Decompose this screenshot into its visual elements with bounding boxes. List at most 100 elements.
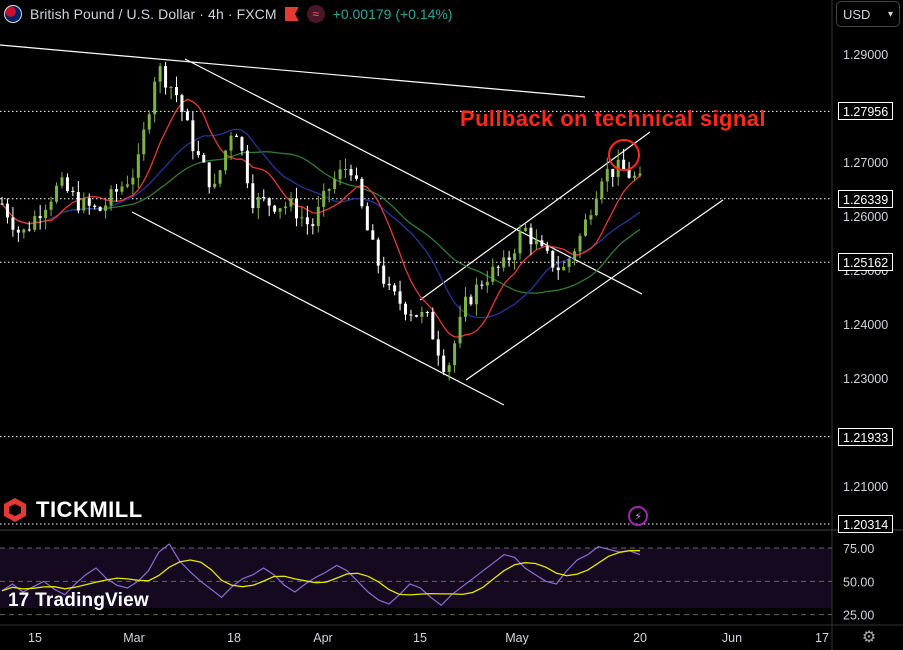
candle-body: [229, 135, 233, 151]
candle-body: [540, 240, 544, 246]
candle-body: [398, 291, 402, 304]
candle-body: [638, 173, 642, 176]
candle-body: [502, 257, 506, 268]
candle-body: [33, 216, 37, 230]
candle-body: [393, 285, 397, 292]
candle-body: [556, 267, 560, 271]
candle-body: [436, 339, 440, 356]
candle-body: [65, 177, 69, 191]
price-level-badge[interactable]: 1.26339: [838, 189, 894, 208]
symbol-title[interactable]: British Pound / U.S. Dollar · 4h · FXCM: [30, 6, 277, 22]
price-level-badge[interactable]: 1.20314: [838, 515, 894, 534]
ma-fast-line[interactable]: [1, 98, 641, 338]
annotation-text: Pullback on technical signal: [460, 106, 766, 131]
candle-body: [224, 150, 228, 171]
candle-body: [22, 229, 26, 233]
candle-body: [262, 196, 266, 199]
candle-body: [605, 168, 609, 182]
candle-body: [327, 189, 331, 191]
candle-body: [158, 66, 162, 82]
channel-up-upper[interactable]: [419, 131, 651, 301]
currency-label: USD: [843, 6, 871, 22]
candle-body: [360, 178, 364, 207]
candle-body: [349, 169, 353, 176]
candle-body: [147, 114, 151, 130]
candle-body: [371, 230, 375, 240]
candle-body: [136, 154, 140, 178]
flag-marker-icon[interactable]: [284, 7, 299, 21]
candle-body: [169, 86, 173, 88]
candle-body: [420, 311, 424, 317]
candle-body: [98, 207, 102, 211]
gear-icon[interactable]: ⚙: [861, 629, 877, 646]
candle-body: [153, 81, 157, 115]
candle-body: [202, 154, 206, 163]
candle-body: [480, 284, 484, 286]
candle-body: [600, 181, 604, 199]
candle-body: [16, 229, 20, 233]
candle-body: [185, 111, 189, 121]
candle-body: [469, 296, 473, 305]
signal-line[interactable]: [1, 550, 640, 596]
candle-body: [294, 198, 298, 219]
candle-body: [60, 177, 64, 186]
candle-body: [82, 198, 86, 211]
ma-long-line[interactable]: [1, 151, 641, 294]
price-level-badge[interactable]: 1.21933: [838, 427, 894, 446]
price-level-badge[interactable]: 1.27956: [838, 102, 894, 121]
channel-down-upper[interactable]: [184, 58, 643, 295]
channel-up-lower[interactable]: [465, 199, 724, 381]
x-tick-label: 15: [28, 631, 42, 645]
candle-body: [589, 215, 593, 220]
candle-body: [562, 266, 566, 271]
flash-icon[interactable]: ⚡: [628, 506, 648, 526]
candle-body: [93, 205, 97, 208]
candle-body: [174, 86, 178, 96]
candle-body: [529, 227, 533, 245]
candle-body: [11, 217, 15, 230]
candle-body: [414, 315, 418, 317]
candle-body: [578, 235, 582, 252]
candle-body: [71, 190, 75, 193]
candle-body: [354, 175, 358, 179]
candle-body: [365, 206, 369, 231]
tradingview-brand: 17 TradingView: [8, 590, 149, 612]
currency-select[interactable]: USD ▾: [836, 1, 900, 27]
y-tick-label: 1.24000: [843, 318, 888, 332]
candle-body: [474, 284, 478, 305]
candle-body: [267, 198, 271, 206]
x-tick-label: Apr: [313, 631, 332, 645]
candle-body: [87, 198, 91, 206]
candle-body: [507, 257, 511, 260]
candle-body: [207, 162, 211, 188]
tickmill-logo-icon: [4, 498, 26, 522]
wave-indicator-icon[interactable]: ≈: [306, 5, 325, 23]
trendline-upper-long[interactable]: [0, 44, 586, 98]
candle-body: [38, 216, 42, 219]
price-level-badge[interactable]: 1.25162: [838, 253, 894, 272]
x-tick-label: 20: [633, 631, 647, 645]
candle-body: [344, 169, 348, 171]
y-tick-label: 1.26000: [843, 210, 888, 224]
candle-body: [404, 303, 408, 315]
candle-body: [622, 159, 626, 170]
channel-down-lower[interactable]: [131, 211, 505, 406]
candle-body: [627, 169, 631, 178]
x-tick-label: Mar: [123, 631, 145, 645]
candle-body: [5, 203, 9, 218]
candle-body: [44, 209, 48, 219]
candle-body: [240, 137, 244, 151]
gbp-usd-flag-icon: [4, 5, 22, 23]
candle-body: [425, 311, 429, 313]
candle-body: [491, 266, 495, 282]
candle-body: [458, 316, 462, 344]
candle-body: [120, 186, 124, 192]
candle-body: [256, 196, 260, 209]
candle-body: [245, 150, 249, 184]
candle-body: [278, 208, 282, 212]
ma-slow-line[interactable]: [1, 128, 641, 319]
candle-body: [551, 250, 555, 268]
candle-body: [573, 251, 577, 260]
candle-body: [513, 253, 517, 260]
